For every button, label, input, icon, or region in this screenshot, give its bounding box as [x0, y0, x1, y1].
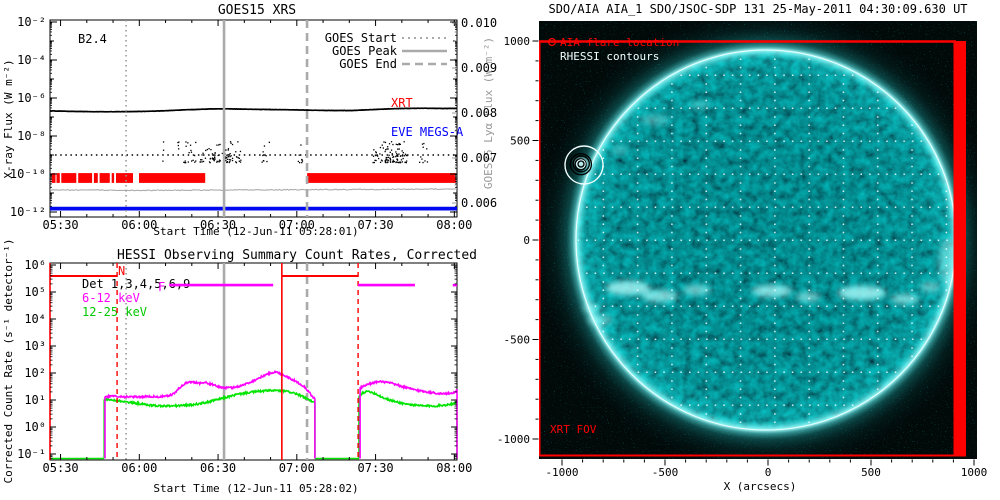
svg-text:10⁻⁴: 10⁻⁴ — [17, 53, 46, 67]
svg-text:0: 0 — [523, 234, 530, 247]
aia-axes-layer: -1000 -500 0 500 1000 1000 500 0 -500 -1000 — [497, 35, 987, 479]
hessi-12-25kev-label: 12-25 keV — [82, 305, 147, 319]
hessi-6-12kev-label: 6-12 keV — [82, 291, 140, 305]
svg-text:05:30: 05:30 — [43, 218, 79, 232]
hessi-detectors-label: Det 1,3,4,5,6,9 — [82, 277, 190, 291]
svg-text:-1000: -1000 — [545, 466, 578, 479]
svg-text:0.010: 0.010 — [461, 16, 497, 30]
svg-text:500: 500 — [861, 466, 881, 479]
svg-text:07:00: 07:00 — [279, 461, 315, 475]
svg-text:10²: 10² — [24, 366, 46, 380]
rhessi-contours-label: RHESSI contours — [560, 50, 659, 63]
legend-goes-end-label: GOES End — [339, 57, 397, 71]
aia-flare-location-circle — [564, 145, 604, 185]
svg-text:1000: 1000 — [504, 35, 531, 48]
aia-xaxis-label: X (arcsecs) — [724, 480, 797, 493]
svg-text:05:30: 05:30 — [43, 461, 79, 475]
goes-render-layer: 05:30 06:00 06:30 07:00 07:30 08:00 10⁻² 10⁻⁴ 10… — [10, 15, 497, 232]
goes-xrs-plot: GOES15 XRS Start Time (12-Jun-11 05:28:0… — [2, 3, 497, 238]
xrt-series-label: XRT — [391, 96, 413, 110]
aia-flare-location-label: AIA flare location — [560, 36, 679, 49]
svg-text:-500: -500 — [504, 334, 531, 347]
hessi-plot-title: HESSI Observing Summary Count Rates, Cor… — [117, 248, 477, 263]
aia-image-panel: SDO/AIA AIA_1 SDO/JSOC-SDP 131 25-May-20… — [497, 2, 987, 493]
aia-sun-image — [539, 21, 977, 459]
svg-text:10⁻⁸: 10⁻⁸ — [17, 129, 46, 143]
hessi-rates-plot: HESSI Observing Summary Count Rates, Cor… — [2, 238, 477, 495]
svg-text:10⁴: 10⁴ — [24, 312, 46, 326]
night-flag-label: N — [118, 264, 125, 278]
goes-legend: GOES Start GOES Peak GOES End — [325, 31, 447, 71]
svg-text:10⁶: 10⁶ — [24, 258, 46, 272]
goes-flare-class-badge: B2.4 — [78, 32, 107, 46]
svg-text:08:00: 08:00 — [436, 218, 472, 232]
svg-text:08:00: 08:00 — [436, 461, 472, 475]
svg-text:-500: -500 — [652, 466, 679, 479]
goes-yaxis-left-label: X-ray Flux (W m⁻²) — [2, 59, 15, 178]
goes-xaxis-label: Start Time (12-Jun-11 05:28:01) — [153, 225, 358, 238]
svg-text:1000: 1000 — [961, 466, 988, 479]
svg-text:10⁻²: 10⁻² — [17, 15, 46, 29]
goes-plot-title: GOES15 XRS — [218, 3, 296, 18]
svg-text:06:30: 06:30 — [200, 461, 236, 475]
aia-panel-title: SDO/AIA AIA_1 SDO/JSOC-SDP 131 25-May-20… — [548, 2, 967, 16]
flare-inner-ring — [576, 159, 586, 169]
goes-yaxis-right-label: GOES15 Lyα Flux (W m⁻²) — [482, 37, 495, 189]
svg-text:07:30: 07:30 — [358, 218, 394, 232]
svg-text:10⁻¹: 10⁻¹ — [17, 447, 46, 461]
svg-text:10¹: 10¹ — [24, 393, 46, 407]
flare-location-marker-icon — [547, 37, 556, 46]
svg-text:06:00: 06:00 — [121, 461, 157, 475]
svg-text:0.009: 0.009 — [461, 61, 497, 75]
flare-flag-label: F — [158, 280, 165, 294]
svg-text:06:00: 06:00 — [121, 218, 157, 232]
rhessi-contours — [569, 153, 593, 176]
svg-text:0.006: 0.006 — [461, 196, 497, 210]
aia-annotations: AIA flare location RHESSI contours XRT F… — [547, 36, 679, 436]
xrt-fov-label: XRT FOV — [550, 423, 597, 436]
hessi-yaxis-label: Corrected Count Rate (s⁻¹ detector⁻¹) — [2, 238, 15, 483]
svg-text:10³: 10³ — [24, 339, 46, 353]
svg-text:10⁵: 10⁵ — [24, 285, 46, 299]
svg-text:10⁻⁶: 10⁻⁶ — [17, 91, 46, 105]
svg-text:06:30: 06:30 — [200, 218, 236, 232]
svg-text:0: 0 — [765, 466, 772, 479]
svg-text:10⁻¹²: 10⁻¹² — [10, 205, 46, 219]
hessi-legend: Det 1,3,4,5,6,9 6-12 keV 12-25 keV — [82, 277, 190, 319]
svg-text:10⁰: 10⁰ — [24, 420, 46, 434]
flare-marker-group — [564, 145, 604, 185]
xrt-fov-right-edge-bar — [953, 41, 966, 456]
svg-text:0.007: 0.007 — [461, 151, 497, 165]
xrt-fov-box — [539, 40, 966, 457]
legend-goes-start-label: GOES Start — [325, 31, 397, 45]
heliographic-grid-dots — [578, 52, 954, 428]
legend-goes-peak-label: GOES Peak — [332, 44, 398, 58]
svg-text:-1000: -1000 — [497, 433, 530, 446]
svg-text:500: 500 — [510, 135, 530, 148]
hessi-xaxis-label: Start Time (12-Jun-11 05:28:02) — [153, 482, 358, 495]
hessi-render-layer: 05:30 06:00 06:30 07:00 07:30 08:00 10⁶ 10⁵ 10⁴ 1… — [17, 258, 472, 475]
svg-text:07:00: 07:00 — [279, 218, 315, 232]
svg-text:0.008: 0.008 — [461, 106, 497, 120]
svg-text:10⁻¹⁰: 10⁻¹⁰ — [10, 167, 46, 181]
svg-text:07:30: 07:30 — [358, 461, 394, 475]
eve-megs-a-series-label: EVE MEGS-A — [391, 125, 464, 139]
